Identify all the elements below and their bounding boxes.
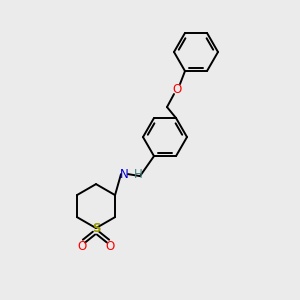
Text: O: O xyxy=(172,82,182,96)
Text: H: H xyxy=(134,168,142,181)
Text: N: N xyxy=(120,168,128,181)
Text: O: O xyxy=(105,240,115,253)
Text: S: S xyxy=(92,222,100,235)
Text: O: O xyxy=(77,240,87,253)
